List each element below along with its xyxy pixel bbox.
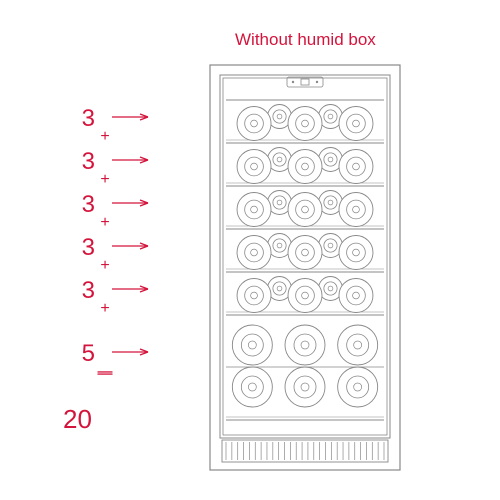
shelf-count-5: 5 <box>65 340 95 368</box>
operator-4: + <box>95 300 115 318</box>
operator-2: + <box>95 214 115 232</box>
shelf-count-1: 3 <box>65 148 95 176</box>
operator-0: + <box>95 128 115 146</box>
total-count: 20 <box>63 404 92 435</box>
operator-1: + <box>95 171 115 189</box>
shelf-count-3: 3 <box>65 234 95 262</box>
shelf-count-0: 3 <box>65 105 95 133</box>
shelf-count-2: 3 <box>65 191 95 219</box>
shelf-count-4: 3 <box>65 277 95 305</box>
operator-5: || <box>96 362 114 382</box>
operator-3: + <box>95 257 115 275</box>
